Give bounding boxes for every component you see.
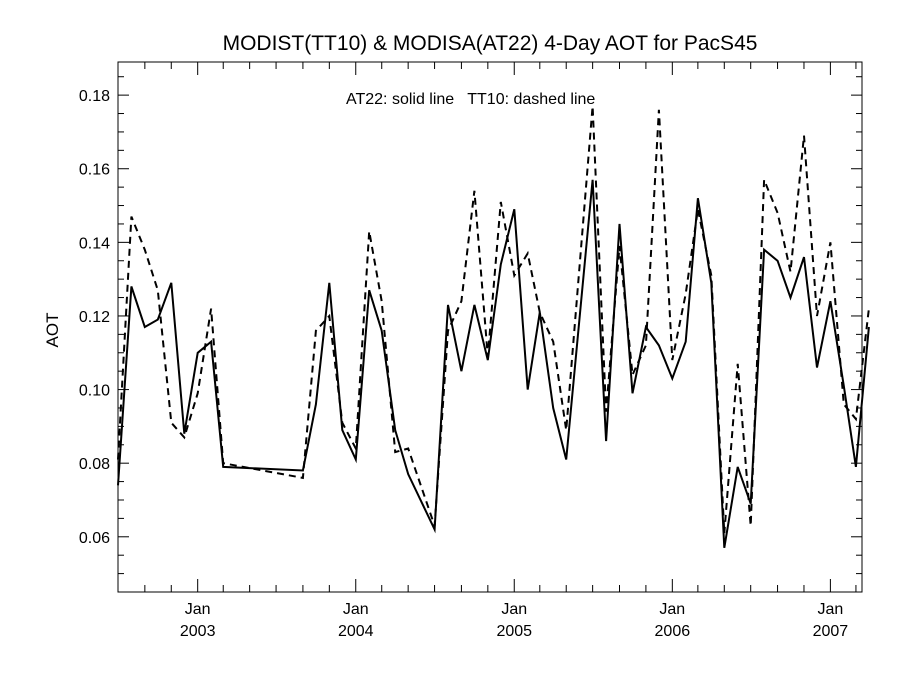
x-tick-label-month: Jan	[185, 601, 211, 618]
series-line-at22	[117, 179, 870, 548]
x-tick-label-month: Jan	[817, 601, 843, 618]
x-tick-label-year: 2006	[655, 623, 691, 640]
y-axis-label: AOT	[43, 313, 62, 348]
y-tick-label: 0.08	[79, 456, 110, 473]
x-tick-label-year: 2005	[496, 623, 532, 640]
x-tick-label-year: 2007	[813, 623, 849, 640]
plot-border	[117, 61, 863, 593]
y-tick-label: 0.12	[79, 309, 110, 326]
x-axis: Jan 2003 Jan 2004 Jan 2005 Jan 2006 Jan 2007	[117, 62, 857, 640]
x-tick-label-year: 2004	[338, 623, 374, 640]
x-tick-label-month: Jan	[501, 601, 527, 618]
x-tick-label-month: Jan	[659, 601, 685, 618]
y-tick-label: 0.10	[79, 383, 110, 400]
series-layer	[117, 106, 870, 548]
y-tick-label: 0.16	[79, 162, 110, 179]
y-tick-label: 0.18	[79, 88, 110, 105]
series-line-tt10	[117, 106, 870, 534]
x-tick-label-month: Jan	[343, 601, 369, 618]
chart-title: MODIST(TT10) & MODISA(AT22) 4-Day AOT fo…	[223, 32, 758, 55]
x-tick-label-year: 2003	[180, 623, 216, 640]
legend-annotation: AT22: solid line TT10: dashed line	[346, 91, 595, 108]
plot-frame	[117, 61, 863, 593]
y-tick-label: 0.14	[79, 235, 110, 252]
y-tick-label: 0.06	[79, 530, 110, 547]
